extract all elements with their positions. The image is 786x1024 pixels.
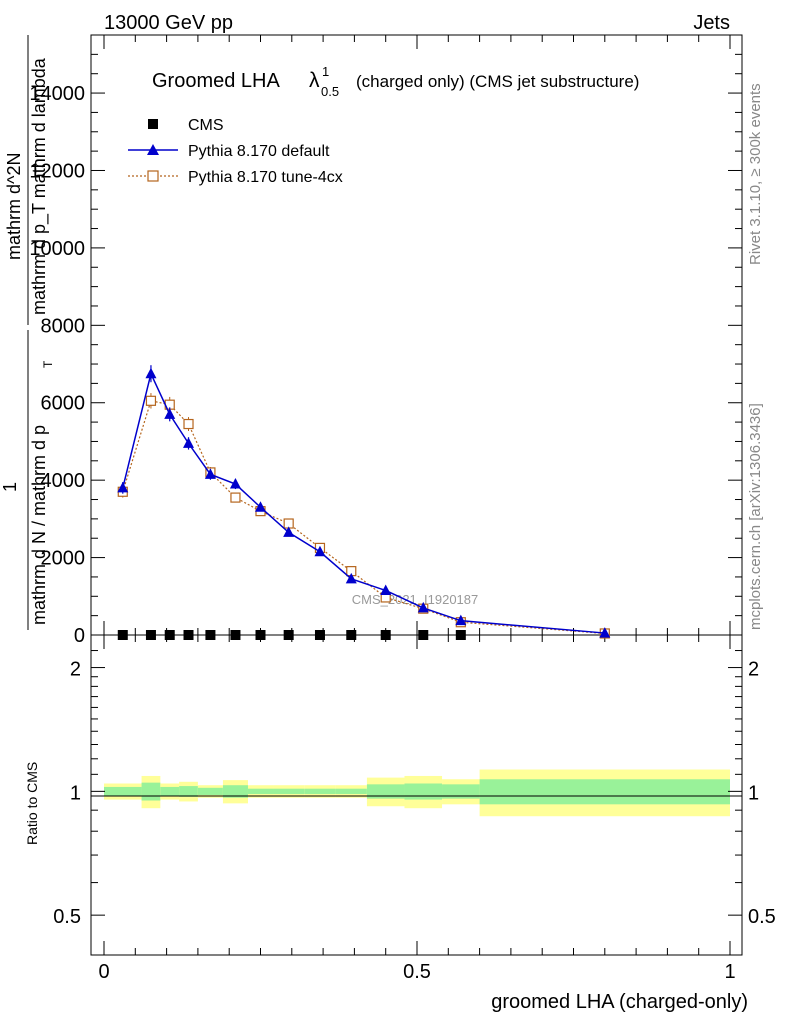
legend-cms-marker [148,119,158,129]
cms-point [117,630,128,640]
y-tick-label: 0 [74,625,85,647]
legend-default-marker [147,144,159,155]
y-tick-label: 12000 [29,160,85,182]
header-right: Jets [693,12,730,34]
main-y-ticks: 0 2000 4000 6000 8000 10000 12000 14000 [29,34,742,647]
cms-point [255,630,266,640]
title-main: Groomed LHA [152,70,280,92]
ratio-band-inner [247,788,274,795]
mcplots-label: mcplots.cern.ch [arXiv:1306.3436] [747,403,764,630]
cms-point [346,630,357,640]
ratio-band-inner [273,788,305,795]
ylabel-dn: mathrm d N / mathrm d p [29,425,49,625]
ratio-y-tick-label: 2 [70,659,81,681]
cms-point [418,630,429,640]
ratio-y-tick-label: 1 [70,782,81,804]
legend-cms-label: CMS [188,117,224,134]
title-symbol: λ [309,69,320,92]
default-point [314,545,326,557]
series-layer [117,365,611,640]
ratio-x-ticks: 0 0.5 1 [98,635,736,983]
cms-point [205,630,216,640]
tune4cx-point [230,492,241,503]
ratio-y-ticks: 0.5 0.5 1 1 2 2 [53,650,776,956]
cms-point [164,630,175,640]
cms-point [380,630,391,640]
ratio-y-tick-label-right: 2 [748,659,759,681]
cms-point [145,630,156,640]
ratio-y-tick-label-right: 1 [748,782,759,804]
ylabel-t: T [41,360,55,368]
x-tick-label: 1 [724,961,735,983]
default-point [204,468,216,479]
ratio-band-inner [179,786,198,797]
default-point [145,367,157,379]
legend: CMS Pythia 8.170 default Pythia 8.170 tu… [128,117,343,186]
y-tick-label: 4000 [41,470,86,492]
cms-point [230,630,241,640]
default-point [417,601,429,613]
cms-point [314,630,325,640]
ratio-band-inner [141,782,161,801]
x-tick-label: 0.5 [403,961,431,983]
default-point [455,614,467,626]
ratio-band-inner [304,788,336,795]
ratio-band-inner [404,783,443,800]
header-left: 13000 GeV pp [104,12,233,34]
cms-point [283,630,294,640]
ratio-band-inner [366,784,405,799]
y-tick-label: 10000 [29,238,85,260]
y-tick-label: 2000 [41,548,86,570]
ratio-y-tick-label-right: 0.5 [748,906,776,928]
default-point [255,501,266,512]
cms-point [455,630,466,640]
ylabel-one: 1 [0,482,20,492]
tune4cx-point [183,418,194,430]
cms-point [183,630,194,640]
main-ylabel: mathrm d^2N mathrm d p_T mathrm d lambda… [0,35,55,630]
legend-tune-label: Pythia 8.170 tune-4cx [188,169,343,186]
default-point [183,437,195,448]
y-tick-label: 8000 [41,315,86,337]
default-point [164,408,176,419]
ratio-band-inner [222,785,248,798]
y-tick-label: 14000 [29,83,85,105]
title-sub: 0.5 [321,84,339,99]
ratio-band-inner [335,788,367,795]
ratio-band-inner [197,787,223,795]
default-point [345,572,357,584]
series-default-line [122,371,605,634]
default-point [380,584,392,595]
ratio-band-inner [160,786,180,796]
rivet-label: Rivet 3.1.10, ≥ 300k events [747,83,764,265]
default-point [283,526,295,537]
ratio-bands [104,769,730,817]
ratio-ylabel: Ratio to CMS [24,762,40,845]
y-tick-label: 6000 [41,393,86,415]
legend-tune-marker [147,170,159,182]
ratio-band-inner [442,784,480,799]
ratio-band-inner [479,779,730,805]
chart-title: Groomed LHA λ 1 0.5 (charged only) (CMS … [152,64,639,99]
ylabel-bottom: mathrm d p_T mathrm d lambda [29,57,50,315]
ratio-band-inner [104,786,142,796]
title-sup: 1 [322,64,329,79]
series-tune4cx-line [122,400,605,635]
xlabel: groomed LHA (charged-only) [491,991,748,1013]
ylabel-top: mathrm d^2N [4,153,24,260]
x-tick-label: 0 [98,961,109,983]
tune4cx-point [145,395,157,406]
legend-default-label: Pythia 8.170 default [188,143,330,160]
default-point [599,627,611,638]
ratio-y-tick-label: 0.5 [53,906,81,928]
title-rest: (charged only) (CMS jet substructure) [356,72,639,91]
default-point [117,481,129,493]
default-point [229,478,241,489]
